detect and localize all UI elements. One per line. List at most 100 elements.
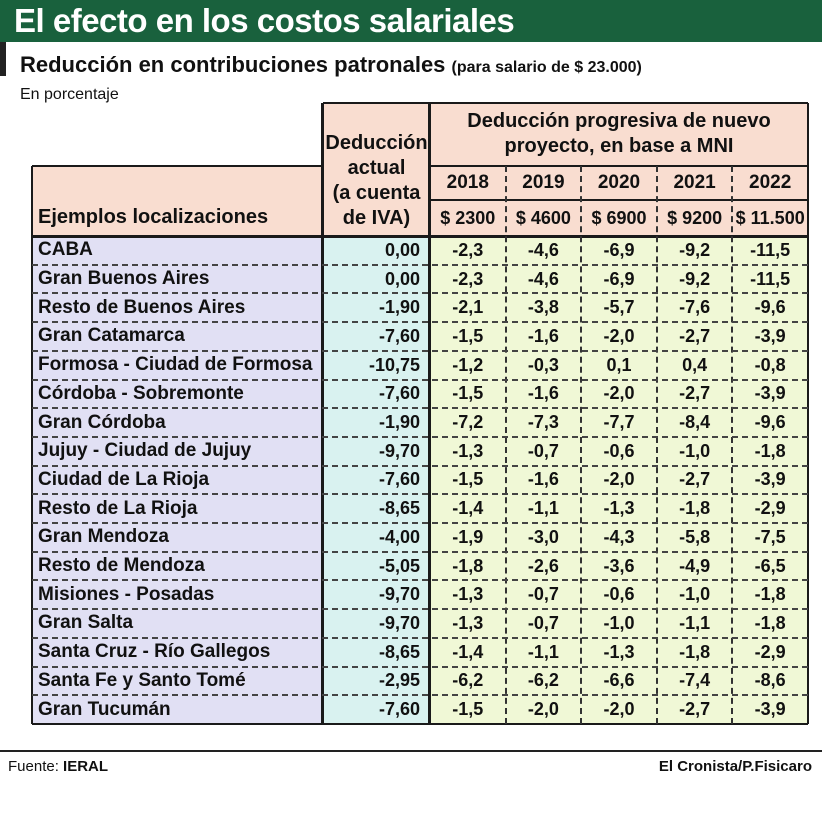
year-value: -1,2 [452, 354, 484, 375]
year-value: -2,3 [452, 268, 484, 289]
year-value: -1,0 [679, 440, 711, 461]
year-value: -4,3 [603, 526, 635, 547]
year-value: -1,5 [452, 469, 484, 490]
actual-value: -9,70 [378, 440, 420, 461]
row-label: Santa Fe y Santo Tomé [38, 669, 246, 691]
body-bg-actual [323, 236, 430, 724]
row-label: Misiones - Posadas [38, 583, 215, 605]
row-label: Córdoba - Sobremonte [38, 382, 244, 404]
actual-value: -7,60 [378, 383, 420, 404]
dashed-row-sep [32, 321, 808, 324]
dashed-row-sep [32, 349, 808, 352]
row-label: CABA [38, 239, 93, 261]
year-value: -1,9 [452, 526, 484, 547]
year-value: -9,2 [679, 239, 711, 260]
year-value: -1,5 [452, 325, 484, 346]
row-label: Gran Tucumán [38, 698, 171, 720]
year-header: 2018 [446, 172, 489, 193]
source-name: IERAL [63, 758, 109, 775]
dashed-row-sep [32, 636, 808, 639]
year-value: -2,0 [603, 699, 635, 720]
border-mni-top [430, 199, 808, 201]
border-header-bottom [32, 235, 808, 238]
year-value: -2,7 [679, 383, 711, 404]
year-value: -1,6 [527, 325, 559, 346]
year-header: 2020 [597, 172, 641, 193]
year-value: -2,0 [527, 699, 559, 720]
chart-subtitle: Reducción en contribuciones patronales (… [20, 52, 642, 78]
year-value: 0,4 [682, 354, 708, 375]
border-top [323, 102, 808, 104]
header-bg-label [32, 166, 323, 236]
year-value: -1,1 [527, 498, 559, 519]
row-header: Ejemplos localizaciones [38, 205, 269, 228]
source-note: Fuente: IERAL [8, 758, 108, 775]
row-label: Gran Buenos Aires [38, 268, 210, 290]
year-value: -1,3 [452, 584, 484, 605]
actual-value: -8,65 [378, 498, 420, 519]
year-value: -3,8 [527, 297, 559, 318]
year-value: -1,3 [452, 440, 484, 461]
actual-header-line: Deducción [325, 131, 428, 154]
dashed-row-sep [32, 292, 808, 295]
dashed-row-sep [32, 464, 808, 467]
year-value: -1,0 [679, 584, 711, 605]
year-value: -1,8 [754, 440, 786, 461]
dashed-col-sep [580, 166, 583, 724]
year-header: 2021 [673, 172, 716, 193]
year-value: -3,6 [603, 555, 635, 576]
year-value: -4,9 [679, 555, 711, 576]
year-value: -1,8 [754, 612, 786, 633]
row-label: Resto de Mendoza [38, 555, 205, 577]
dashed-col-sep [655, 166, 658, 724]
year-value: -0,8 [754, 354, 786, 375]
year-value: -1,8 [679, 641, 711, 662]
border-bottom [32, 722, 808, 725]
year-value: -1,4 [452, 498, 484, 519]
year-value: -6,9 [603, 239, 635, 260]
year-value: -0,3 [527, 354, 559, 375]
row-label: Resto de Buenos Aires [38, 296, 246, 318]
year-value: -8,6 [754, 670, 786, 691]
dashed-row-sep [32, 522, 808, 524]
year-value: -0,6 [603, 584, 635, 605]
year-value: -1,8 [754, 584, 786, 605]
year-value: -1,3 [603, 498, 635, 519]
body-bg-label [32, 236, 323, 724]
dashed-row-sep [32, 694, 808, 697]
dashed-row-sep [32, 435, 808, 438]
progressive-header-line: proyecto, en base a MNI [504, 134, 734, 157]
year-value: -2,6 [527, 555, 559, 576]
year-value: -2,7 [679, 469, 711, 490]
row-label: Gran Córdoba [38, 411, 166, 433]
year-value: -7,5 [754, 526, 786, 547]
subtitle-rule [0, 42, 6, 76]
credit: El Cronista/P.Fisicaro [658, 758, 812, 775]
year-value: -11,5 [750, 239, 791, 260]
year-value: -2,0 [603, 469, 635, 490]
year-value: -1,3 [603, 641, 635, 662]
year-value: -5,7 [603, 297, 635, 318]
year-value: -6,2 [527, 670, 559, 691]
year-value: -9,6 [754, 297, 786, 318]
dashed-row-sep [32, 263, 808, 266]
year-value: -4,6 [527, 239, 559, 260]
year-value: -3,9 [754, 699, 786, 720]
year-value: -2,0 [603, 383, 635, 404]
border-actual-right [428, 103, 431, 724]
dashed-row-sep [32, 665, 808, 668]
dashed-row-sep [32, 493, 808, 496]
year-value: -3,0 [527, 526, 559, 547]
year-value: -9,6 [754, 412, 786, 433]
actual-value: -1,90 [378, 297, 420, 318]
chart-title: El efecto en los costos salariales [14, 2, 515, 39]
actual-value: -10,75 [368, 354, 420, 375]
mni-header: $ 6900 [591, 207, 647, 228]
actual-value: 0,00 [384, 268, 420, 289]
border-label-top [32, 165, 323, 167]
subtitle-note: (para salario de $ 23.000) [451, 59, 642, 76]
year-value: -1,4 [452, 641, 484, 662]
year-header: 2022 [749, 172, 792, 193]
actual-value: -7,60 [378, 699, 420, 720]
dashed-col-sep [731, 166, 734, 724]
